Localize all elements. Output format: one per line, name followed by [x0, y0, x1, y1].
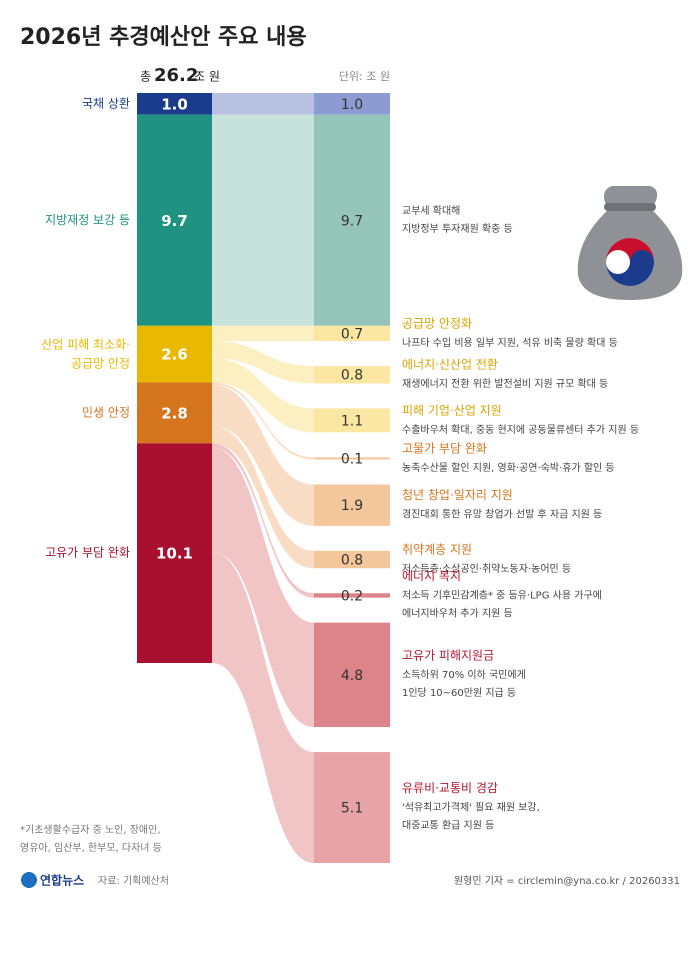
- target-value: 1.0: [341, 97, 363, 113]
- flow: [212, 341, 314, 384]
- target-title: 에너지·신산업 전환: [402, 358, 498, 372]
- target-value: 0.2: [341, 588, 363, 604]
- logo-mark: [21, 872, 37, 888]
- target-bar: [314, 457, 390, 460]
- chart-title: 2026년 추경예산안 주요 내용: [20, 25, 307, 50]
- target-description: 저소득 기후민감계층* 중 등유·LPG 사용 가구에 에너지바우처 추가 지원 …: [402, 589, 602, 619]
- total-prefix: 총: [140, 70, 151, 84]
- source-note: 자료: 기획예산처: [98, 875, 169, 887]
- source-value: 2.8: [161, 404, 188, 422]
- unit-label: 단위: 조 원: [339, 70, 390, 83]
- target-title: 유류비·교통비 경감: [402, 781, 498, 795]
- source-name: 지방재정 보강 등: [45, 213, 130, 227]
- target-value: 5.1: [341, 801, 363, 817]
- flow: [212, 358, 314, 433]
- target-title: 피해 기업·산업 지원: [402, 403, 502, 417]
- footnote: *기초생활수급자 중 노인, 장애인, 영유아, 임산부, 한부모, 다자녀 등: [20, 823, 162, 854]
- logo: 연합뉴스: [40, 873, 84, 888]
- target-value: 0.1: [341, 451, 363, 467]
- source-bar: [137, 382, 212, 444]
- money-bag-icon: [577, 186, 683, 300]
- target-value: 4.8: [341, 668, 363, 684]
- source-value: 9.7: [161, 212, 188, 230]
- flow: [212, 447, 314, 728]
- target-bar: [314, 484, 390, 526]
- target-description: '석유최고가격제' 필요 재원 보강, 대중교통 환급 지원 등: [402, 801, 540, 832]
- target-title: 청년 창업·일자리 지원: [402, 488, 513, 502]
- source-name: 고유가 부담 완화: [45, 546, 130, 560]
- target-description: 소득하위 70% 이하 국민에게 1인당 10~60만원 지급 등: [402, 668, 526, 699]
- target-bar: [314, 93, 390, 115]
- target-bar: [314, 752, 390, 863]
- target-bar: [314, 622, 390, 728]
- target-bar: [314, 325, 390, 342]
- source-name: 산업 피해 최소화· 공급망 안정: [41, 337, 130, 370]
- flow: [212, 384, 314, 526]
- target-bar: [314, 550, 390, 569]
- target-value: 0.7: [341, 326, 363, 342]
- flow: [212, 325, 314, 342]
- source-value: 2.6: [161, 346, 188, 364]
- source-bar: [137, 93, 212, 115]
- flow: [212, 552, 314, 863]
- target-title: 취약계층 지원: [402, 542, 472, 557]
- target-description: 수출바우처 확대, 중동 현지에 공동물류센터 추가 지원 등: [402, 424, 639, 436]
- target-description: 재생에너지 전환 위한 발전설비 지원 규모 확대 등: [402, 377, 608, 390]
- target-bar: [314, 366, 390, 384]
- flow: [212, 425, 314, 569]
- target-value: 9.7: [341, 213, 363, 229]
- target-description: 교부세 확대해 지방정부 투자재원 확충 등: [402, 204, 513, 235]
- target-description: 나프타 수입 비용 일부 지원, 석유 비축 물량 확대 등: [402, 336, 618, 349]
- source-bar: [137, 114, 212, 326]
- source-bar: [137, 443, 212, 663]
- target-description: 농축수산물 할인 지원, 영화·공연·숙박·휴가 할인 등: [402, 462, 615, 474]
- flow: [212, 443, 314, 598]
- total-unit: 조 원: [194, 70, 220, 84]
- target-description: 저소득층·소상공인·취약노동자·농어민 등: [402, 563, 571, 575]
- target-value: 1.1: [341, 413, 363, 429]
- source-name: 민생 안정: [82, 405, 130, 419]
- source-bar: [137, 325, 212, 383]
- total-value: 26.2: [154, 65, 198, 86]
- source-name: 국채 상환: [82, 96, 130, 110]
- target-value: 0.8: [341, 368, 363, 384]
- flow: [212, 382, 314, 460]
- target-bar: [314, 593, 390, 598]
- target-title: 고물가 부담 완화: [402, 441, 487, 455]
- target-title: 에너지 복지: [402, 569, 461, 583]
- target-bar: [314, 408, 390, 433]
- target-title: 고유가 피해지원금: [402, 648, 494, 662]
- flow: [212, 93, 314, 115]
- target-description: 경진대회 통한 유망 창업가 선발 후 자금 지원 등: [402, 508, 602, 521]
- flow: [212, 114, 314, 326]
- credit: 원형민 기자 = circlemin@yna.co.kr / 20260331: [454, 875, 680, 887]
- target-value: 1.9: [341, 498, 363, 514]
- target-bar: [314, 114, 390, 326]
- target-title: 공급망 안정화: [402, 316, 472, 330]
- target-value: 0.8: [341, 553, 363, 569]
- source-value: 1.0: [161, 95, 188, 113]
- source-value: 10.1: [156, 545, 193, 563]
